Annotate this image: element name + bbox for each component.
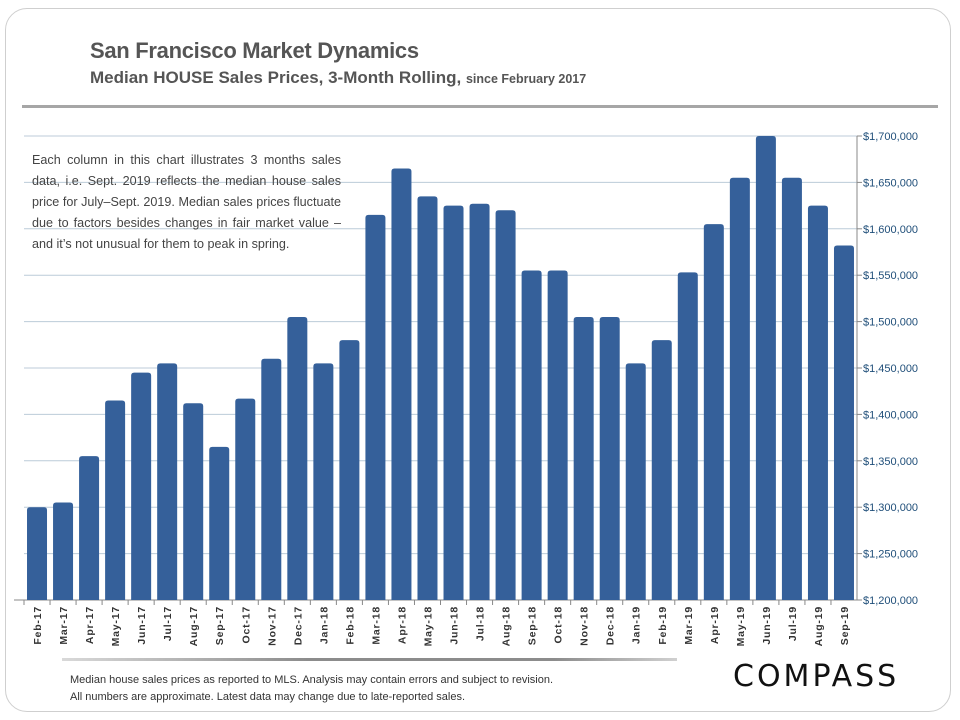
footer-line-2: All numbers are approximate. Latest data… — [70, 691, 466, 703]
x-tick-label: Feb-17 — [32, 606, 44, 645]
y-tick-label: $1,500,000 — [863, 317, 918, 329]
x-tick-label: Mar-18 — [370, 606, 382, 645]
bar-jun-17 — [131, 372, 152, 600]
bar-nov-17 — [261, 358, 282, 600]
page-subtitle: Median HOUSE Sales Prices, 3-Month Rolli… — [90, 68, 586, 88]
y-tick-label: $1,200,000 — [863, 595, 918, 607]
bar-mar-18 — [365, 214, 386, 600]
bar-aug-17 — [183, 403, 204, 600]
x-tick-label: Jun-19 — [761, 606, 773, 645]
x-tick-label: Mar-19 — [683, 606, 695, 645]
y-tick-label: $1,600,000 — [863, 224, 918, 236]
subtitle-main: Median HOUSE Sales Prices, 3-Month Rolli… — [90, 68, 462, 87]
x-tick-label: Sep-17 — [214, 606, 226, 645]
bar-nov-18 — [573, 316, 594, 600]
bar-mar-17 — [53, 502, 74, 600]
subtitle-since: since February 2017 — [465, 72, 587, 86]
bar-feb-19 — [651, 340, 672, 600]
x-tick-label: Jun-17 — [136, 606, 148, 645]
bar-may-17 — [105, 400, 126, 600]
bar-may-19 — [729, 177, 750, 600]
x-tick-label: Jun-18 — [449, 606, 461, 645]
x-tick-label: Apr-18 — [396, 606, 408, 644]
y-tick-label: $1,700,000 — [863, 131, 918, 143]
x-tick-label: Nov-17 — [266, 606, 278, 646]
y-tick-label: $1,450,000 — [863, 363, 918, 375]
bar-jul-17 — [157, 363, 178, 600]
bar-jul-18 — [469, 203, 490, 600]
x-tick-label: May-17 — [110, 606, 122, 646]
x-tick-label: Dec-18 — [605, 606, 617, 645]
x-tick-label: Jul-18 — [475, 606, 487, 641]
x-tick-label: Nov-18 — [579, 606, 591, 646]
bar-apr-19 — [703, 224, 724, 600]
bar-feb-18 — [339, 340, 360, 600]
x-tick-label: Jul-17 — [162, 606, 174, 641]
bar-may-18 — [417, 196, 438, 600]
bar-sep-19 — [833, 245, 854, 600]
slide-frame — [5, 8, 951, 712]
x-tick-label: Aug-18 — [501, 606, 513, 646]
bar-jun-19 — [755, 136, 776, 600]
bar-jun-18 — [443, 205, 464, 600]
x-tick-label: Jan-18 — [318, 606, 330, 644]
bar-jan-19 — [625, 363, 646, 600]
bar-aug-19 — [807, 205, 828, 600]
chart-note: Each column in this chart illustrates 3 … — [32, 153, 341, 251]
x-tick-label: Feb-18 — [344, 606, 356, 645]
bar-oct-17 — [235, 398, 256, 600]
x-tick-label: Oct-18 — [553, 606, 565, 643]
y-tick-label: $1,350,000 — [863, 456, 918, 468]
x-tick-label: Sep-18 — [527, 606, 539, 645]
footer-line-1: Median house sales prices as reported to… — [70, 674, 554, 686]
bar-mar-19 — [677, 272, 698, 600]
bar-aug-18 — [495, 210, 516, 601]
bar-oct-18 — [547, 270, 568, 600]
x-tick-label: Aug-19 — [813, 606, 825, 646]
bar-jul-19 — [781, 177, 802, 600]
bar-jan-18 — [313, 363, 334, 600]
header-divider — [22, 105, 938, 108]
bar-dec-18 — [599, 316, 620, 600]
x-tick-label: Mar-17 — [58, 606, 70, 645]
footer-divider — [62, 658, 677, 661]
x-tick-label: May-19 — [735, 606, 747, 646]
x-tick-label: Aug-17 — [188, 606, 200, 646]
bar-apr-18 — [391, 168, 412, 601]
x-tick-label: Apr-17 — [84, 606, 96, 644]
y-tick-label: $1,250,000 — [863, 549, 918, 561]
bar-sep-18 — [521, 270, 542, 600]
x-tick-label: Oct-17 — [240, 606, 252, 643]
x-tick-label: Sep-19 — [839, 606, 851, 645]
bar-dec-17 — [287, 316, 308, 600]
y-tick-label: $1,650,000 — [863, 177, 918, 189]
bar-sep-17 — [209, 446, 230, 600]
compass-logo: COMPASS — [733, 659, 900, 694]
x-tick-label: May-18 — [422, 606, 434, 646]
y-tick-label: $1,400,000 — [863, 409, 918, 421]
y-tick-label: $1,550,000 — [863, 270, 918, 282]
page-title: San Francisco Market Dynamics — [90, 38, 419, 63]
bar-apr-17 — [79, 456, 100, 600]
x-tick-label: Jan-19 — [631, 606, 643, 644]
x-tick-label: Feb-19 — [657, 606, 669, 645]
x-tick-label: Dec-17 — [292, 606, 304, 645]
x-tick-label: Apr-19 — [709, 606, 721, 644]
bar-chart: $1,200,000 $1,250,000 $1,300,000 $1,350,000… — [14, 131, 918, 646]
footer-note: Median house sales prices as reported to… — [70, 672, 553, 706]
bar-feb-17 — [27, 507, 48, 600]
x-tick-label: Jul-19 — [787, 606, 799, 641]
y-tick-label: $1,300,000 — [863, 502, 918, 514]
